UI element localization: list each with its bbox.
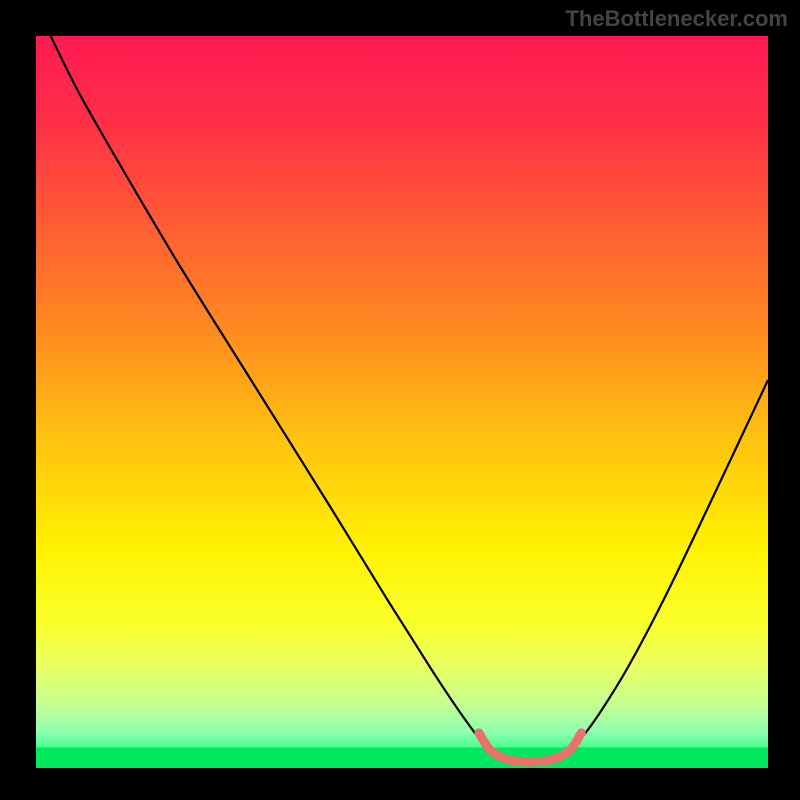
gradient-background — [36, 36, 768, 768]
chart-svg — [36, 36, 768, 768]
chart-container: TheBottlenecker.com — [0, 0, 800, 800]
green-band — [36, 748, 768, 768]
watermark-text: TheBottlenecker.com — [565, 6, 788, 32]
plot-area — [36, 36, 768, 768]
